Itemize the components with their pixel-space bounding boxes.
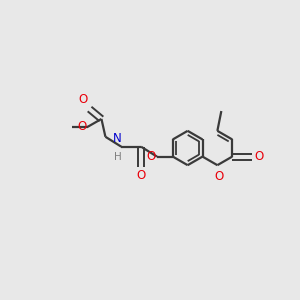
Text: O: O bbox=[215, 170, 224, 183]
Text: O: O bbox=[77, 120, 87, 134]
Text: O: O bbox=[254, 150, 263, 163]
Text: O: O bbox=[136, 169, 146, 182]
Text: O: O bbox=[78, 93, 88, 106]
Text: H: H bbox=[113, 152, 121, 162]
Text: N: N bbox=[112, 132, 121, 145]
Text: O: O bbox=[147, 150, 156, 163]
